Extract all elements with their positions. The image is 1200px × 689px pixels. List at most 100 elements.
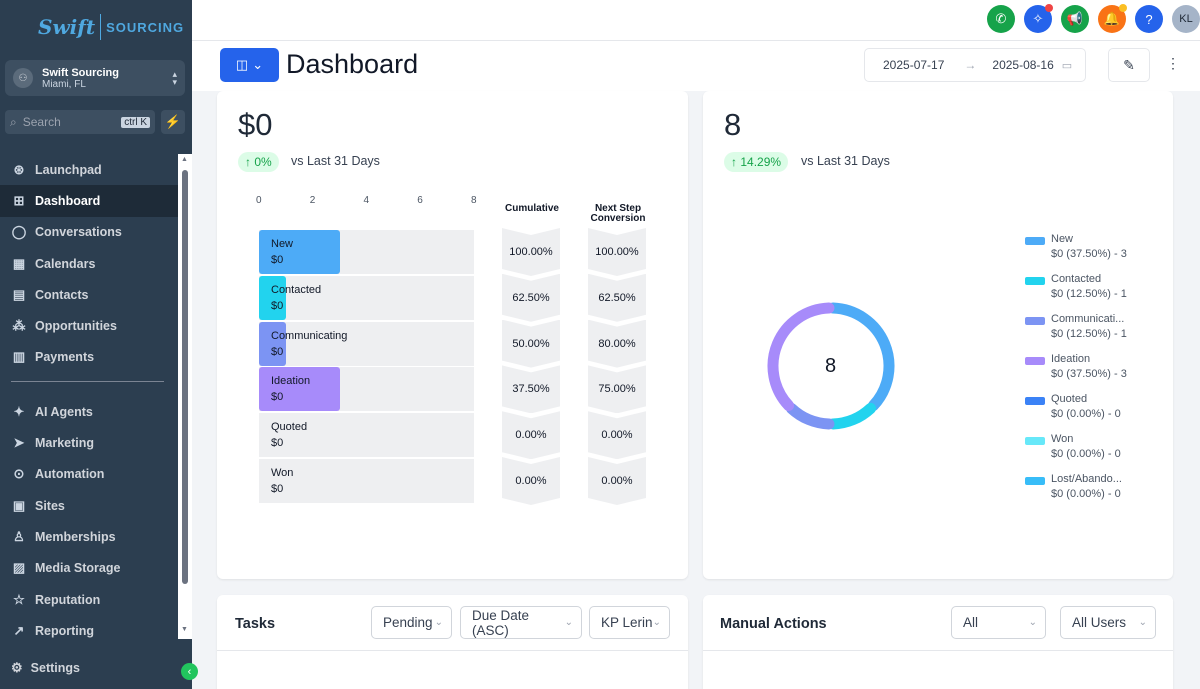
sidebar-item-label: Marketing	[35, 436, 95, 451]
search-placeholder: Search	[22, 115, 61, 129]
arrow-up-icon: ↑	[245, 155, 255, 169]
donut-total-value: 8	[724, 107, 742, 142]
funnel-stage-row[interactable]: New $0	[259, 230, 474, 274]
sidebar-item-automation[interactable]: ⊙ Automation	[0, 459, 178, 490]
tasks-title: Tasks	[235, 616, 276, 632]
arrow-right-icon: →	[964, 58, 977, 72]
notification-dot	[1045, 4, 1053, 12]
legend-swatch	[1025, 477, 1045, 485]
donut-segment[interactable]	[827, 402, 877, 430]
next-step-cell: 62.50%	[588, 273, 646, 322]
next-step-header-line2: Conversion	[590, 213, 646, 224]
funnel-stage-name: Communicating	[271, 329, 348, 342]
more-options-icon[interactable]: ⋮	[1166, 55, 1180, 71]
next-step-cell: 0.00%	[588, 411, 646, 460]
funnel-vs-text: vs Last 31 Days	[291, 154, 380, 168]
sparkle-icon: ✦	[13, 403, 25, 419]
funnel-stage-row[interactable]: Communicating $0	[259, 321, 474, 366]
tasks-card: Tasks Pending ⌄ Due Date (ASC) ⌄ KP Lerin ⌄	[217, 595, 688, 689]
funnel-bar	[259, 230, 340, 274]
settings-label: Settings	[30, 661, 80, 675]
funnel-stage-name: Contacted	[271, 283, 322, 296]
donut-segment[interactable]	[785, 402, 835, 430]
funnel-bar	[259, 321, 286, 366]
logo-swift-text: Swift	[38, 15, 96, 39]
donut-segment[interactable]	[767, 302, 835, 412]
manual-actions-user-select[interactable]: All Users ⌄	[1060, 606, 1156, 639]
donut-change-value: 14.29%	[740, 155, 782, 169]
legend-name: New	[1051, 233, 1074, 245]
sidebar-item-payments[interactable]: ▥ Payments	[0, 342, 178, 373]
donut-center-value: 8	[825, 355, 837, 377]
tasks-user-select[interactable]: KP Lerin ⌄	[589, 606, 670, 639]
arrow-up-icon: ↑	[731, 155, 741, 169]
top-bar: ✆ ✧ 📢 🔔 ? KL	[192, 0, 1200, 41]
announcements-button[interactable]: 📢	[1061, 5, 1089, 33]
sidebar-item-ai-agents[interactable]: ✦ AI Agents	[0, 396, 178, 427]
help-button[interactable]: ?	[1135, 5, 1163, 33]
sidebar-item-conversations[interactable]: ◯ Conversations	[0, 217, 178, 248]
legend-name: Lost/Abando...	[1051, 473, 1122, 485]
select-value: Due Date (ASC)	[472, 607, 530, 638]
legend-name: Quoted	[1051, 393, 1088, 405]
dashboard-switcher-button[interactable]: ◫ ⌄	[220, 48, 279, 82]
phone-button[interactable]: ✆	[987, 5, 1015, 33]
tasks-status-select[interactable]: Pending ⌄	[371, 606, 452, 639]
location-name: Swift Sourcing	[42, 66, 119, 79]
collapse-sidebar-button[interactable]: ‹	[181, 663, 198, 680]
sidebar-item-media-storage[interactable]: ▨ Media Storage	[0, 553, 178, 584]
cumulative-header: Cumulative	[505, 203, 559, 214]
sidebar-item-marketing[interactable]: ➤ Marketing	[0, 427, 178, 458]
legend-detail: $0 (37.50%) - 3	[1051, 368, 1127, 380]
manual-actions-type-select[interactable]: All ⌄	[951, 606, 1046, 639]
sidebar-nav: ⊛ Launchpad ⊞ Dashboard ◯ Conversations ▦ Ca…	[0, 154, 178, 639]
next-step-header-line1: Next Step	[594, 203, 642, 214]
funnel-stage-row[interactable]: Quoted $0	[259, 413, 474, 458]
sidebar-item-reputation[interactable]: ☆ Reputation	[0, 584, 178, 615]
axis-tick-label: 2	[309, 195, 316, 206]
edit-dashboard-button[interactable]: ✎	[1108, 48, 1150, 82]
legend-name: Contacted	[1051, 273, 1102, 285]
calendar-icon: ▦	[12, 255, 26, 271]
send-icon: ➤	[13, 435, 25, 451]
sidebar-item-dashboard[interactable]: ⊞ Dashboard	[0, 185, 178, 217]
legend-swatch	[1025, 437, 1045, 445]
sidebar-item-sites[interactable]: ▣ Sites	[0, 490, 178, 521]
tasks-sort-select[interactable]: Due Date (ASC) ⌄	[460, 606, 582, 639]
sidebar-item-reporting[interactable]: ↗ Reporting	[0, 615, 178, 639]
search-input[interactable]: ⌕ Search ctrl K	[5, 110, 155, 134]
date-range-picker[interactable]: 2025-07-17 → 2025-08-16 ▭	[864, 48, 1086, 82]
sidebar-item-launchpad[interactable]: ⊛ Launchpad	[0, 154, 178, 185]
rocket-icon: ⊛	[13, 161, 25, 177]
scroll-down-icon[interactable]: ▼	[181, 626, 188, 633]
legend-detail: $0 (12.50%) - 1	[1051, 288, 1127, 300]
funnel-stage-value: $0	[271, 483, 284, 495]
next-step-cell: 75.00%	[588, 365, 646, 414]
brand-logo[interactable]: Swift SOURCING	[38, 14, 184, 40]
magic-button[interactable]: ✧	[1024, 4, 1053, 33]
funnel-stage-row[interactable]: Won $0	[259, 459, 474, 503]
user-avatar[interactable]: KL	[1172, 5, 1200, 33]
sidebar-item-opportunities[interactable]: ⁂ Opportunities	[0, 310, 178, 341]
chevron-down-icon: ⌄	[1028, 617, 1037, 628]
opportunities-icon: ⁂	[12, 318, 26, 334]
next-step-cell: 80.00%	[588, 319, 646, 368]
donut-change-badge: ↑ 14.29%	[724, 152, 789, 172]
notifications-button[interactable]: 🔔	[1098, 4, 1127, 33]
location-switcher[interactable]: ⚇ Swift Sourcing Miami, FL ▴ ▾	[5, 60, 185, 96]
quick-action-button[interactable]: ⚡	[161, 110, 185, 134]
sidebar-item-contacts[interactable]: ▤ Contacts	[0, 279, 178, 310]
search-shortcut: ctrl K	[121, 116, 150, 128]
funnel-stage-row[interactable]: Contacted $0	[259, 275, 474, 320]
sidebar-item-settings[interactable]: ⚙ Settings	[11, 660, 80, 676]
sidebar-item-memberships[interactable]: ♙ Memberships	[0, 521, 178, 552]
location-city: Miami, FL	[42, 78, 86, 90]
sidebar-item-calendars[interactable]: ▦ Calendars	[0, 248, 178, 279]
scrollbar-thumb[interactable]	[182, 170, 188, 584]
funnel-stage-value: $0	[271, 391, 284, 404]
donut-segment[interactable]	[827, 302, 895, 412]
sidebar-scrollbar[interactable]: ▲ ▼	[178, 154, 192, 639]
funnel-stage-row[interactable]: Ideation $0	[259, 367, 474, 412]
scroll-up-icon[interactable]: ▲	[181, 156, 188, 163]
chevron-down-icon: ⌄	[1138, 617, 1147, 628]
